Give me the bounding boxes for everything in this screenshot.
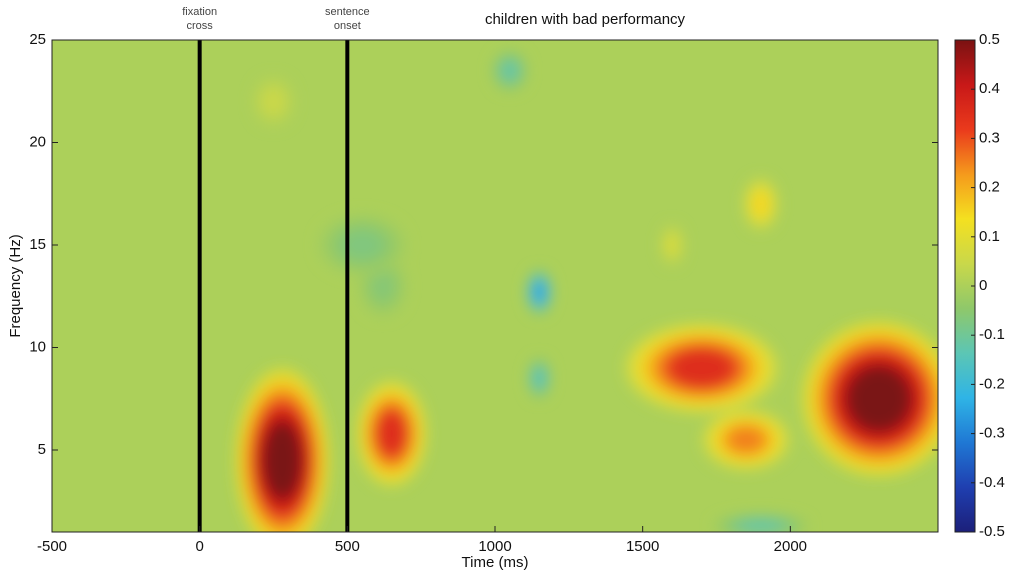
marker-label: cross <box>187 20 214 32</box>
colorbar-tick-label: -0.4 <box>979 474 1005 491</box>
colorbar-tick-label: -0.1 <box>979 326 1005 343</box>
colorbar-tick-label: -0.2 <box>979 375 1005 392</box>
marker-label: fixation <box>182 6 217 18</box>
y-tick-label: 25 <box>29 31 46 48</box>
x-tick-label: 500 <box>335 538 360 555</box>
heatmap-region <box>262 421 303 499</box>
blobs <box>235 50 938 532</box>
colorbar-tick-label: 0 <box>979 277 987 294</box>
heatmap-background <box>52 40 938 532</box>
y-tick-label: 10 <box>29 338 46 355</box>
y-tick-label: 5 <box>38 441 46 458</box>
heatmap-region <box>727 426 765 453</box>
colorbar-tick-label: -0.5 <box>979 523 1005 540</box>
heatmap-region <box>376 411 407 456</box>
x-tick-label: 0 <box>195 538 203 555</box>
x-tick-label: -500 <box>37 538 67 555</box>
colorbar-tick-label: 0.1 <box>979 228 1000 245</box>
heatmap-region <box>343 232 381 258</box>
plot-area <box>52 40 938 532</box>
heatmap-region <box>264 91 283 112</box>
heatmap-region <box>669 349 734 387</box>
x-tick-label: 1500 <box>626 538 659 555</box>
heatmap-region <box>667 236 678 254</box>
x-tick-label: 1000 <box>478 538 511 555</box>
colorbar-tick-label: 0.4 <box>979 80 1000 97</box>
x-tick-label: 2000 <box>774 538 807 555</box>
marker-label: sentence <box>325 6 370 18</box>
colorbar-tick-label: 0.2 <box>979 179 1000 196</box>
x-axis-label: Time (ms) <box>462 554 529 571</box>
colorbar-tick-label: 0.5 <box>979 31 1000 48</box>
heatmap-region <box>372 273 393 299</box>
heatmap-region <box>533 282 545 302</box>
y-tick-label: 15 <box>29 236 46 253</box>
heatmap-region <box>534 369 545 387</box>
colorbar-tick-label: 0.3 <box>979 129 1000 146</box>
y-tick-label: 20 <box>29 133 46 150</box>
heatmap-region <box>753 192 769 216</box>
heatmap-region <box>846 366 911 432</box>
heatmap-region <box>741 520 781 531</box>
heatmap-region <box>502 62 518 80</box>
marker-label: onset <box>334 20 361 32</box>
colorbar-tick-label: -0.3 <box>979 425 1005 442</box>
y-axis-label: Frequency (Hz) <box>7 234 24 337</box>
chart-title: children with bad performancy <box>485 11 686 28</box>
